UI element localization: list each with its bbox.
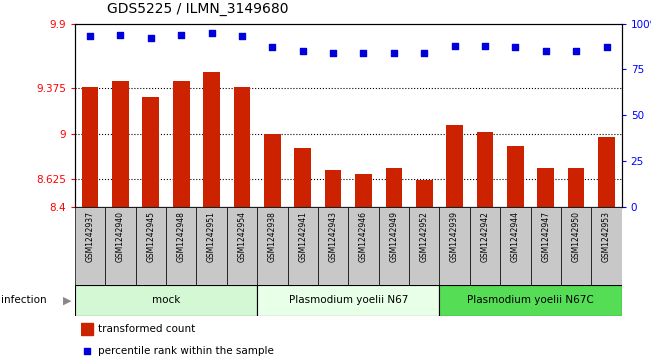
Bar bbox=[166, 207, 197, 285]
Bar bbox=[112, 81, 129, 207]
Bar bbox=[135, 207, 166, 285]
Bar bbox=[75, 285, 257, 316]
Point bbox=[115, 32, 126, 37]
Bar bbox=[294, 148, 311, 207]
Bar bbox=[379, 207, 409, 285]
Text: GSM1242947: GSM1242947 bbox=[541, 211, 550, 262]
Bar bbox=[477, 132, 493, 207]
Bar bbox=[416, 180, 432, 207]
Point bbox=[206, 30, 217, 36]
Bar bbox=[81, 323, 93, 335]
Text: GDS5225 / ILMN_3149680: GDS5225 / ILMN_3149680 bbox=[107, 2, 289, 16]
Bar bbox=[288, 207, 318, 285]
Point bbox=[480, 43, 490, 49]
Point bbox=[602, 45, 612, 50]
Point bbox=[176, 32, 186, 37]
Point bbox=[510, 45, 521, 50]
Bar bbox=[257, 207, 288, 285]
Text: infection: infection bbox=[1, 295, 47, 305]
Bar bbox=[598, 137, 615, 207]
Text: Plasmodium yoelii N67: Plasmodium yoelii N67 bbox=[288, 295, 408, 305]
Text: ▶: ▶ bbox=[63, 295, 72, 305]
Point bbox=[419, 50, 430, 56]
Bar bbox=[264, 134, 281, 207]
Bar bbox=[105, 207, 135, 285]
Text: GSM1242944: GSM1242944 bbox=[511, 211, 520, 262]
Point bbox=[146, 35, 156, 41]
Bar bbox=[257, 285, 439, 316]
Text: GSM1242946: GSM1242946 bbox=[359, 211, 368, 262]
Point bbox=[449, 43, 460, 49]
Point bbox=[358, 50, 368, 56]
Bar bbox=[507, 146, 523, 207]
Bar bbox=[561, 207, 591, 285]
Bar bbox=[75, 207, 105, 285]
Point bbox=[389, 50, 399, 56]
Bar bbox=[318, 207, 348, 285]
Bar bbox=[446, 125, 463, 207]
Bar bbox=[143, 97, 159, 207]
Bar bbox=[348, 207, 379, 285]
Point bbox=[267, 45, 277, 50]
Bar bbox=[531, 207, 561, 285]
Bar bbox=[470, 207, 500, 285]
Text: GSM1242939: GSM1242939 bbox=[450, 211, 459, 262]
Text: GSM1242951: GSM1242951 bbox=[207, 211, 216, 262]
Point bbox=[396, 257, 407, 262]
Text: GSM1242938: GSM1242938 bbox=[268, 211, 277, 262]
Bar bbox=[500, 207, 531, 285]
Point bbox=[237, 33, 247, 39]
Point bbox=[571, 48, 581, 54]
Bar bbox=[234, 87, 250, 207]
Text: GSM1242952: GSM1242952 bbox=[420, 211, 429, 262]
Bar bbox=[355, 174, 372, 207]
Text: GSM1242943: GSM1242943 bbox=[329, 211, 338, 262]
Point bbox=[540, 48, 551, 54]
Bar bbox=[537, 168, 554, 207]
Bar bbox=[591, 207, 622, 285]
Bar bbox=[439, 207, 470, 285]
Point bbox=[328, 50, 339, 56]
Bar bbox=[197, 207, 227, 285]
Bar bbox=[568, 168, 585, 207]
Text: GSM1242949: GSM1242949 bbox=[389, 211, 398, 262]
Text: GSM1242948: GSM1242948 bbox=[176, 211, 186, 262]
Point bbox=[298, 48, 308, 54]
Bar bbox=[227, 207, 257, 285]
Text: GSM1242950: GSM1242950 bbox=[572, 211, 581, 262]
Text: GSM1242942: GSM1242942 bbox=[480, 211, 490, 262]
Text: GSM1242945: GSM1242945 bbox=[146, 211, 156, 262]
Bar bbox=[385, 168, 402, 207]
Text: GSM1242937: GSM1242937 bbox=[85, 211, 94, 262]
Text: GSM1242954: GSM1242954 bbox=[238, 211, 247, 262]
Bar bbox=[409, 207, 439, 285]
Bar bbox=[82, 87, 98, 207]
Text: percentile rank within the sample: percentile rank within the sample bbox=[98, 346, 274, 356]
Text: GSM1242940: GSM1242940 bbox=[116, 211, 125, 262]
Bar bbox=[173, 81, 189, 207]
Text: mock: mock bbox=[152, 295, 180, 305]
Text: GSM1242953: GSM1242953 bbox=[602, 211, 611, 262]
Point bbox=[85, 33, 95, 39]
Text: Plasmodium yoelii N67C: Plasmodium yoelii N67C bbox=[467, 295, 594, 305]
Bar bbox=[203, 73, 220, 207]
Text: GSM1242941: GSM1242941 bbox=[298, 211, 307, 262]
Bar bbox=[439, 285, 622, 316]
Bar bbox=[325, 170, 341, 207]
Text: transformed count: transformed count bbox=[98, 324, 196, 334]
